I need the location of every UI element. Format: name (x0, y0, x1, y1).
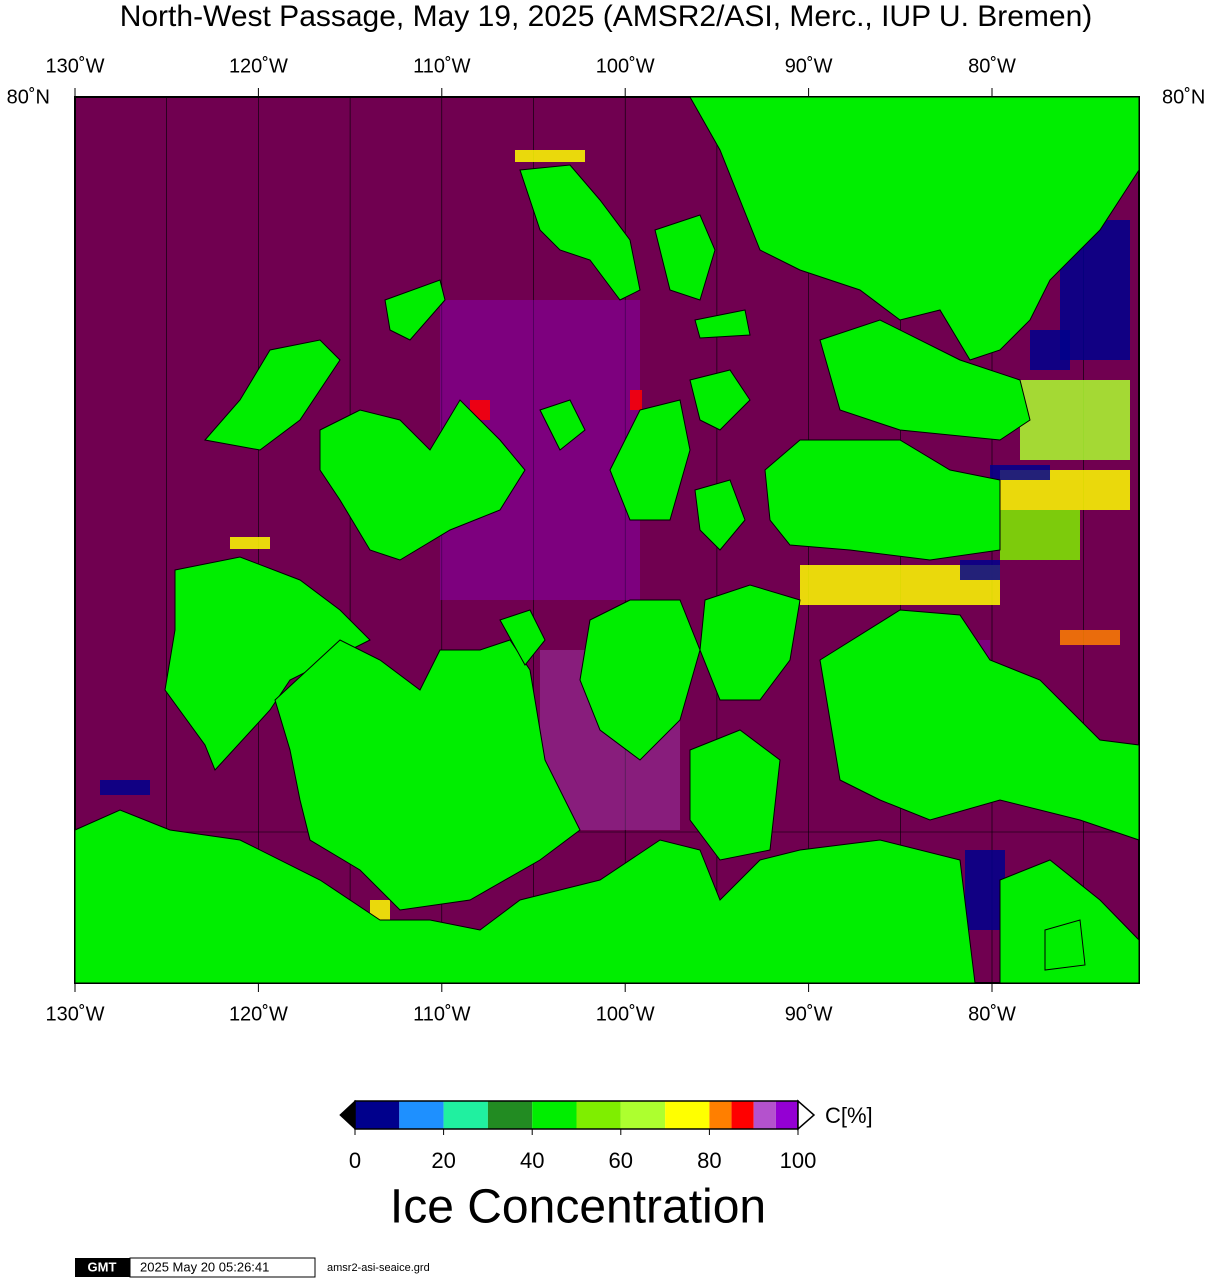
colorbar-tick-label: 40 (520, 1148, 544, 1173)
lon-label-top: 120˚W (229, 55, 288, 77)
lon-label-bottom: 90˚W (785, 1003, 833, 1025)
colorbar-tick-label: 0 (349, 1148, 361, 1173)
lon-label-bottom: 100˚W (596, 1003, 655, 1025)
lon-label-top: 90˚W (785, 55, 833, 77)
lat-label-left: 80˚N (7, 86, 50, 108)
ice-patch (1020, 380, 1130, 460)
colorbar-segment (753, 1101, 776, 1129)
land (319, 399, 526, 561)
lon-label-bottom: 110˚W (413, 1003, 471, 1025)
colorbar-segment (620, 1101, 666, 1129)
colorbar-segment (532, 1101, 577, 1129)
land (654, 214, 716, 301)
ice-patch (1060, 630, 1120, 645)
land (694, 479, 746, 551)
colorbar-tick-label: 100 (780, 1148, 817, 1173)
land (274, 639, 581, 911)
ice-patch (100, 780, 150, 795)
colorbar-segment (443, 1101, 488, 1129)
colorbar-under (339, 1099, 356, 1131)
land (819, 609, 1140, 841)
lon-label-top: 100˚W (596, 55, 655, 77)
ice-patch (960, 560, 1000, 580)
colorbar-segment (665, 1101, 710, 1129)
land (579, 599, 701, 761)
land (689, 96, 1140, 361)
land (384, 279, 446, 341)
ice-patch (230, 537, 270, 549)
colorbar-tick-label: 80 (697, 1148, 721, 1173)
land (819, 319, 1031, 441)
colorbar-segment (487, 1101, 533, 1129)
land (999, 859, 1140, 984)
colorbar-tick-label: 20 (431, 1148, 455, 1173)
lon-label-bottom: 130˚W (46, 1003, 105, 1025)
land (694, 309, 751, 339)
lon-label-bottom: 120˚W (229, 1003, 288, 1025)
logo: GMT (88, 1259, 117, 1274)
colorbar-unit: C[%] (825, 1103, 873, 1128)
colorbar-segment (709, 1101, 732, 1129)
ice-patch (630, 390, 642, 410)
land (204, 339, 341, 451)
colorbar-segment (775, 1101, 798, 1129)
ice-patch (1000, 510, 1080, 560)
logo-box (75, 1258, 130, 1277)
ice-patch (515, 150, 585, 162)
lon-label-top: 80˚W (968, 55, 1016, 77)
land (699, 584, 801, 701)
file-name: amsr2-asi-seaice.grd (327, 1262, 430, 1274)
colorbar-tick-label: 60 (609, 1148, 633, 1173)
land (689, 729, 781, 861)
lat-label-right: 80˚N (1162, 86, 1205, 108)
colorbar-label: Ice Concentration (390, 1181, 766, 1234)
colorbar-segment (355, 1101, 400, 1129)
colorbar-segment (576, 1101, 621, 1129)
colorbar-over (797, 1099, 816, 1131)
land-layer (74, 96, 1140, 984)
ice-patch (990, 465, 1050, 480)
lon-label-top: 110˚W (413, 55, 471, 77)
land (519, 164, 641, 301)
land (499, 609, 546, 666)
lon-label-bottom: 80˚W (968, 1003, 1016, 1025)
colorbar-segment (399, 1101, 444, 1129)
timestamp-box (129, 1257, 316, 1278)
lon-label-top: 130˚W (46, 55, 105, 77)
timestamp: 2025 May 20 05:26:41 (140, 1259, 269, 1274)
ice-patch (1030, 330, 1070, 370)
land (764, 439, 1001, 561)
colorbar-segment (731, 1101, 754, 1129)
ice-patch (965, 850, 1005, 930)
land (689, 369, 751, 431)
land (74, 809, 976, 984)
land (609, 399, 691, 521)
land (539, 399, 586, 451)
land (1044, 919, 1086, 971)
ice-patch (370, 900, 390, 920)
title: North-West Passage, May 19, 2025 (AMSR2/… (120, 0, 1093, 33)
